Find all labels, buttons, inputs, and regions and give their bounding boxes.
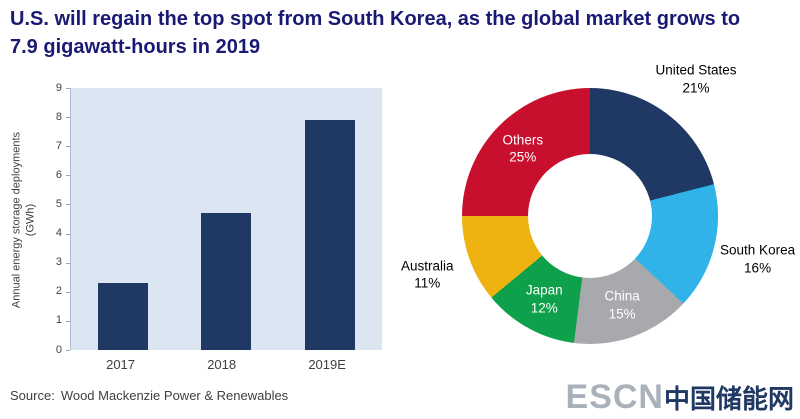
donut-label-south-korea: South Korea 16% <box>720 242 796 276</box>
donut-label-others: Others 25% <box>502 132 544 165</box>
escn-logo: ESCN 中国储能网 <box>566 378 794 417</box>
y-tick-mark <box>66 88 70 89</box>
y-tick-label-5: 5 <box>55 197 62 210</box>
y-tick-mark <box>66 350 70 351</box>
y-tick-label-1: 1 <box>55 314 62 327</box>
y-tick-label-0: 0 <box>55 343 62 356</box>
bar-chart-x-axis: 2017 2018 2019E <box>70 357 382 372</box>
bar-chart: Annual energy storage deployments (GWh) … <box>8 80 400 382</box>
bar-chart-plot-area <box>70 88 382 350</box>
y-tick-mark <box>66 320 70 322</box>
source-text: Source: Wood Mackenzie Power & Renewables <box>10 388 288 403</box>
y-tick-mark <box>66 175 70 177</box>
x-tick-label-2019E: 2019E <box>308 357 346 372</box>
y-tick-label-9: 9 <box>55 81 62 94</box>
donut-chart: United States 21% South Korea 16% China 15% Ja… <box>401 60 800 390</box>
source-value: Wood Mackenzie Power & Renewables <box>60 388 289 403</box>
y-tick-label-4: 4 <box>55 227 62 240</box>
y-tick-label-7: 7 <box>55 139 62 152</box>
donut-label-japan: Japan 12% <box>525 282 563 316</box>
y-tick-label-3: 3 <box>55 256 62 269</box>
donut-label-china: China 15% <box>604 288 640 322</box>
x-tick-label-2017: 2017 <box>106 357 136 372</box>
donut-label-united-states: United States 21% <box>655 62 737 96</box>
logo-latin-text: ESCN <box>565 378 664 416</box>
bar-2017 <box>97 283 148 350</box>
y-tick-label-6: 6 <box>55 168 62 181</box>
y-tick-label-2: 2 <box>55 285 62 298</box>
y-tick-mark <box>66 291 70 293</box>
y-tick-mark <box>66 204 70 206</box>
source-label: Source: <box>10 388 55 403</box>
donut-hole <box>528 154 652 278</box>
y-tick-mark <box>66 117 70 119</box>
page-title: U.S. will regain the top spot from South… <box>10 8 741 58</box>
logo-chinese-text: 中国储能网 <box>663 384 794 414</box>
bar-2019E <box>305 120 356 350</box>
y-tick-mark <box>66 146 70 148</box>
y-tick-mark <box>66 233 70 235</box>
bar-2018 <box>201 213 252 350</box>
y-tick-label-8: 8 <box>55 110 62 123</box>
donut-label-australia: Australia 11% <box>400 258 454 291</box>
y-tick-mark <box>66 262 70 264</box>
x-tick-label-2018: 2018 <box>207 357 237 372</box>
